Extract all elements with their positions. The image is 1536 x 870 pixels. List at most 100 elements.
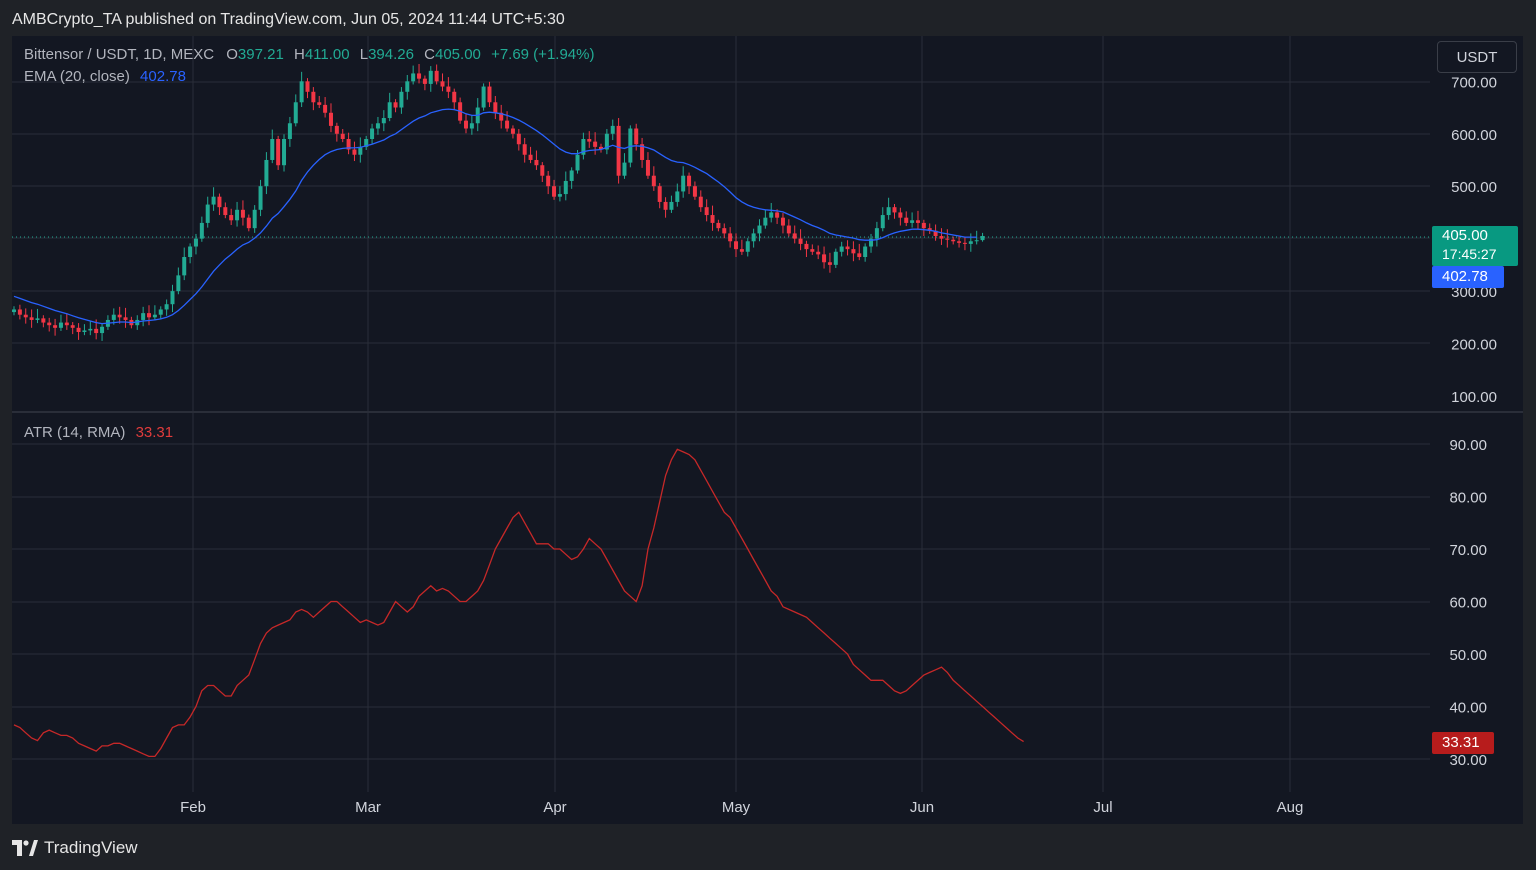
candle-body [164, 304, 169, 310]
candle-body [88, 328, 93, 331]
tradingview-icon [12, 840, 38, 856]
candle-body [974, 240, 979, 242]
candle-body [886, 207, 891, 216]
candle-body [780, 217, 785, 226]
atr-tick-label: 80.00 [1449, 490, 1487, 507]
price-tick-label: 700.00 [1451, 74, 1497, 91]
candle-body [270, 138, 275, 160]
atr-tick-label: 30.00 [1449, 752, 1487, 769]
candle-body [874, 228, 879, 239]
ema-line [13, 108, 977, 325]
candle-body [58, 322, 63, 328]
candle-body [352, 149, 357, 155]
candle-body [751, 233, 756, 242]
candle-body [141, 313, 146, 320]
candle-body [12, 309, 16, 313]
candle-body [193, 238, 198, 247]
candle-body [534, 159, 539, 166]
candle-body [182, 257, 187, 276]
candle-body [17, 309, 22, 315]
high-label: H [293, 46, 305, 63]
candle-body [775, 212, 780, 218]
candle-body [399, 91, 404, 108]
candle-body [358, 146, 363, 155]
candle-body [892, 207, 897, 213]
candle-body [246, 217, 251, 229]
close-label: C [424, 46, 435, 63]
candle-body [798, 238, 803, 244]
candle-body [522, 144, 527, 155]
candle-body [428, 70, 433, 84]
candle-body [663, 201, 668, 210]
time-tick-label: Apr [543, 799, 566, 816]
time-tick-label: Jun [910, 799, 934, 816]
candle-body [951, 239, 956, 242]
candle-body [921, 222, 926, 229]
candle-body [728, 233, 733, 242]
grid [12, 36, 1430, 792]
candle-body [328, 112, 333, 126]
time-tick-label: May [722, 799, 751, 816]
change-value: +7.69 (+1.94%) [491, 46, 595, 63]
time-axis[interactable]: Feb Mar Apr May Jun Jul Aug [180, 799, 1303, 816]
low-label: L [359, 46, 369, 63]
candle-body [82, 330, 87, 333]
candle-body [957, 241, 962, 243]
low-value: 394.26 [368, 46, 414, 63]
candle-body [276, 138, 281, 166]
time-tick-label: Aug [1277, 799, 1304, 816]
candle-body [282, 138, 287, 166]
candle-body [927, 228, 932, 231]
ema-price-tag: 402.78 [1432, 266, 1504, 288]
candle-body [739, 249, 744, 252]
candle-body [229, 215, 234, 221]
candle-body [845, 246, 850, 250]
candle-body [70, 325, 75, 328]
candle-body [293, 102, 298, 124]
candle-body [675, 191, 680, 202]
candle-body [287, 123, 292, 139]
candle-body [305, 81, 310, 92]
candle-body [540, 165, 545, 176]
candle-body [833, 251, 838, 265]
candle-body [158, 309, 163, 315]
tradingview-logo[interactable]: TradingView [12, 836, 138, 860]
candle-body [557, 194, 562, 197]
candle-body [258, 186, 263, 210]
candle-body [880, 215, 885, 229]
atr-axis[interactable]: 30.00 40.00 50.00 60.00 70.00 80.00 90.00 [1449, 437, 1487, 769]
candle-body [939, 236, 944, 239]
candle-body [769, 212, 774, 218]
candle-body [111, 314, 116, 320]
candle-body [76, 327, 81, 333]
candle-body [41, 318, 46, 323]
candle-body [47, 322, 52, 326]
candle-body [422, 78, 427, 84]
candle-body [710, 215, 715, 223]
candle-body [393, 102, 398, 108]
candle-body [681, 175, 686, 192]
candle-body [581, 138, 586, 155]
open-label: O [226, 46, 238, 63]
candle-body [188, 246, 193, 258]
symbol-title: Bittensor / USDT, 1D, MEXC [24, 46, 215, 63]
candle-body [100, 326, 105, 334]
candle-body [786, 225, 791, 234]
candle-body [904, 217, 909, 223]
tradingview-brand: TradingView [44, 838, 138, 857]
last-price-value: 405.00 [1442, 227, 1488, 244]
candle-body [452, 91, 457, 103]
candle-body [822, 254, 827, 263]
candle-body [622, 162, 627, 176]
candle-body [417, 73, 422, 79]
candle-body [264, 159, 269, 187]
candle-body [563, 180, 568, 195]
candle-body [440, 81, 445, 87]
currency-button[interactable]: USDT [1437, 41, 1517, 73]
candle-body [569, 170, 574, 181]
candle-body [481, 86, 486, 108]
candle-body [704, 207, 709, 216]
candle-body [53, 325, 58, 328]
candle-body [252, 209, 257, 229]
candle-body [176, 275, 181, 292]
